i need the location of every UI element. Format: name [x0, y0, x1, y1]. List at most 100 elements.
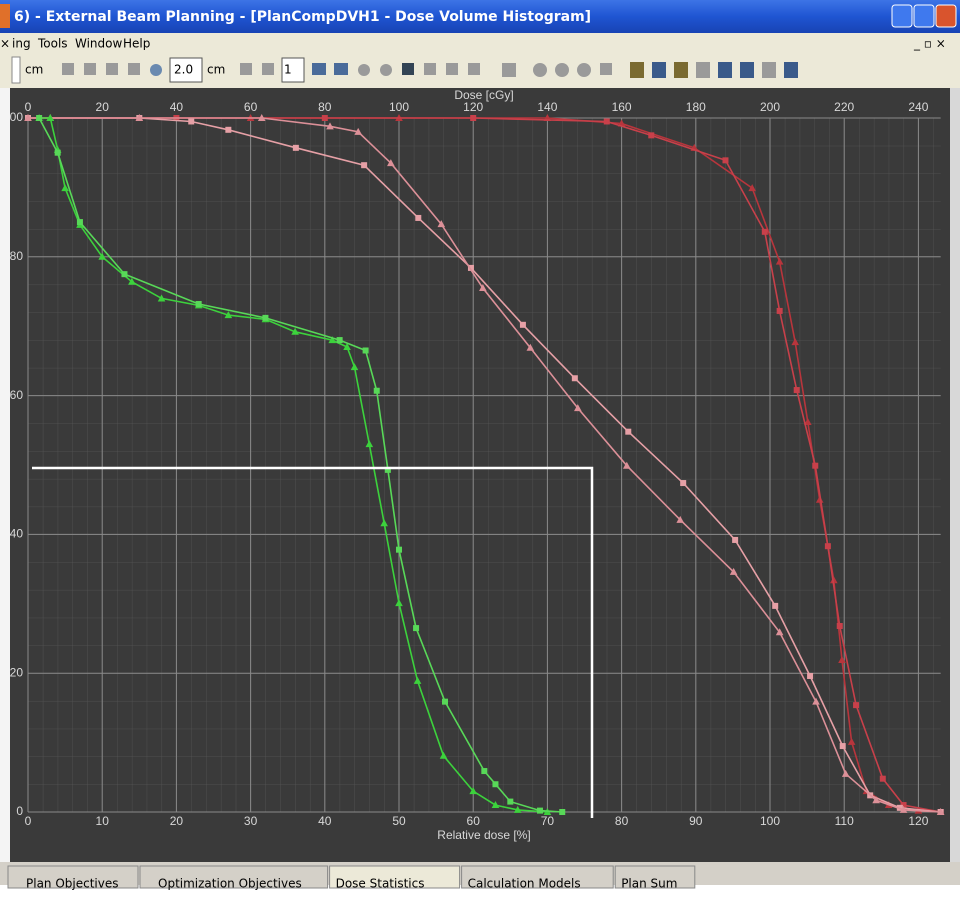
marker	[836, 623, 843, 630]
x2-tick-label: 220	[834, 100, 854, 114]
y-tick-label: 0	[16, 804, 23, 818]
marker	[437, 220, 446, 228]
marker	[804, 417, 812, 425]
marker	[157, 294, 166, 302]
dvh-curve	[39, 117, 548, 813]
zoom-value[interactable]: 2.0	[174, 63, 193, 77]
marker	[526, 343, 535, 351]
marker	[603, 118, 610, 125]
marker	[36, 115, 43, 121]
x-tick-label: 50	[392, 814, 406, 828]
toolbar-icons[interactable]	[62, 62, 798, 78]
count-value[interactable]: 1	[284, 63, 292, 77]
x-tick-label: 30	[244, 814, 258, 828]
x-tick-label: 10	[96, 814, 110, 828]
close-button[interactable]	[935, 4, 957, 28]
marker	[853, 702, 860, 709]
marker	[350, 363, 359, 371]
marker	[936, 808, 945, 815]
tab[interactable]	[461, 865, 614, 889]
marker	[847, 737, 856, 745]
count-input[interactable]	[281, 57, 305, 83]
x2-tick-label: 120	[463, 100, 483, 114]
marker	[507, 798, 514, 805]
marker	[481, 768, 488, 775]
marker	[54, 149, 61, 156]
menu-item[interactable]: Help	[123, 37, 150, 51]
marker	[513, 805, 522, 813]
tab[interactable]	[614, 865, 696, 889]
marker	[24, 114, 32, 121]
marker	[722, 157, 729, 164]
marker	[415, 214, 422, 221]
unit-label: cm	[25, 63, 43, 77]
marker	[830, 576, 838, 584]
marker	[361, 162, 368, 169]
tab-label[interactable]: Plan Objectives	[26, 877, 119, 891]
marker	[899, 805, 908, 813]
marker	[772, 602, 779, 609]
window-title: 6) - External Beam Planning - [PlanCompD…	[14, 9, 591, 25]
x2-tick-label: 0	[25, 100, 32, 114]
x-tick-label: 100	[760, 814, 780, 828]
marker	[384, 466, 391, 473]
marker	[807, 672, 814, 679]
marker	[76, 219, 83, 226]
menu-close[interactable]: ×	[0, 37, 10, 51]
y-tick-label: 40	[10, 527, 24, 541]
x-tick-label: 70	[541, 814, 555, 828]
marker	[812, 697, 820, 705]
minimize-button[interactable]	[891, 4, 913, 28]
x2-tick-label: 100	[389, 100, 409, 114]
marker	[492, 781, 499, 788]
marker	[188, 118, 195, 125]
tab[interactable]	[7, 865, 139, 889]
marker	[479, 284, 487, 292]
input-box[interactable]	[11, 56, 21, 84]
menu-item[interactable]: ing	[12, 37, 31, 51]
menu-item[interactable]: Window	[75, 37, 123, 51]
marker	[396, 546, 402, 553]
x-tick-label: 120	[908, 814, 928, 828]
marker	[128, 277, 136, 285]
x-tick-label: 40	[318, 814, 332, 828]
marker	[98, 252, 106, 260]
tab-label[interactable]: Optimization Objectives	[158, 877, 302, 891]
marker	[791, 338, 800, 346]
marker	[326, 122, 334, 130]
dvh-curve	[28, 117, 941, 813]
y-tick-label: 60	[10, 388, 24, 402]
marker	[365, 440, 374, 448]
x-tick-label: 0	[25, 814, 32, 828]
tab[interactable]	[139, 865, 329, 889]
marker	[676, 515, 685, 523]
marker	[413, 625, 420, 632]
marker	[729, 567, 738, 575]
mdi-controls[interactable]: _ ▫ ×	[913, 37, 946, 51]
marker	[257, 114, 266, 121]
marker	[812, 462, 819, 469]
marker	[292, 144, 299, 151]
marker	[748, 184, 756, 192]
x2-tick-label: 200	[760, 100, 780, 114]
marker	[291, 327, 299, 335]
x2-tick-label: 180	[686, 100, 706, 114]
maximize-button[interactable]	[913, 4, 935, 28]
marker	[775, 257, 784, 265]
close-icon[interactable]	[0, 4, 10, 28]
marker	[373, 387, 380, 394]
tab-label[interactable]: Calculation Models	[468, 877, 581, 891]
zoom-input[interactable]	[169, 57, 203, 83]
marker	[442, 698, 449, 705]
marker	[776, 307, 783, 314]
marker	[262, 314, 269, 321]
tab-label[interactable]: Plan Sum	[621, 877, 677, 891]
marker	[387, 159, 395, 167]
marker	[879, 775, 886, 782]
x-tick-label: 80	[615, 814, 629, 828]
right-border	[950, 88, 960, 862]
marker	[321, 115, 328, 121]
tab-label[interactable]: Dose Statistics	[336, 877, 425, 891]
menu-item[interactable]: Tools	[37, 37, 68, 51]
tab[interactable]	[329, 865, 461, 889]
